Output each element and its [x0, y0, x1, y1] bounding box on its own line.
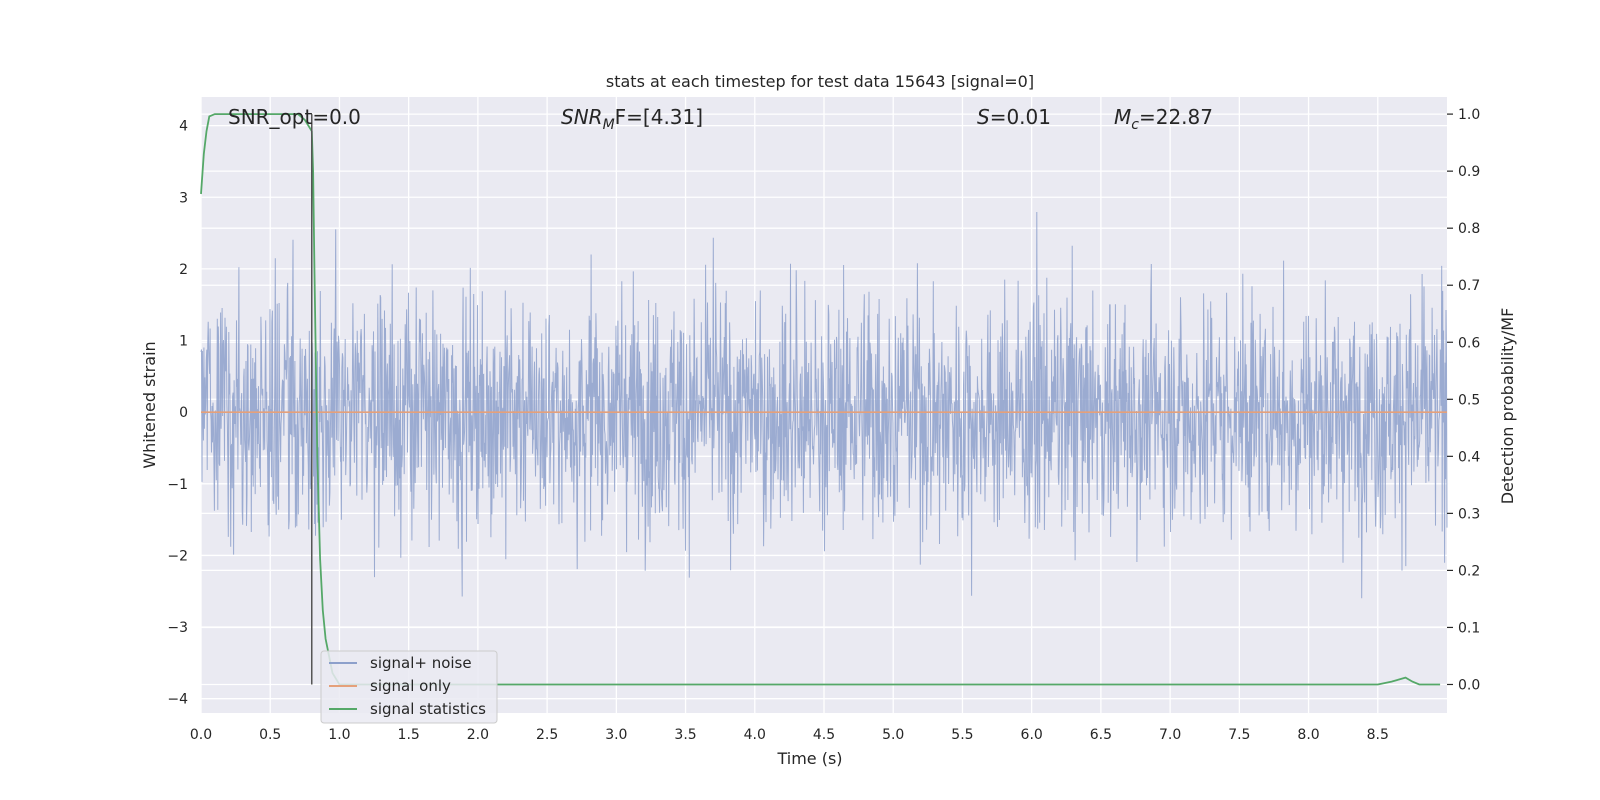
- y-right-tick-label: 0.5: [1458, 392, 1480, 408]
- y-tick-label: −3: [167, 620, 188, 636]
- annotation-s: S=0.01: [977, 105, 1051, 129]
- legend-entry-signal-noise: signal+ noise: [370, 654, 472, 672]
- series-signal-noise: [200, 211, 1448, 599]
- x-tick-label: 8.5: [1367, 727, 1389, 743]
- annotation-mc: Mc=22.87: [1114, 105, 1213, 133]
- x-tick-label: 3.5: [674, 727, 696, 743]
- x-tick-label: 8.0: [1297, 727, 1319, 743]
- y-right-tick-label: 0.8: [1458, 221, 1480, 237]
- x-tick-label: 0.5: [259, 727, 281, 743]
- legend: signal+ noise signal only signal statist…: [320, 650, 498, 724]
- x-tick-label: 2.0: [467, 727, 489, 743]
- annotation-snr-opt: SNR_opt=0.0: [228, 105, 361, 129]
- annotation-s-value: =0.01: [990, 105, 1051, 129]
- annotation-snr-mf: SNRMF=[4.31]: [561, 105, 703, 133]
- x-tick-label: 1.5: [398, 727, 420, 743]
- y-tick-label: 2: [179, 262, 188, 278]
- x-axis-label: Time (s): [776, 749, 842, 768]
- series-signal-statistics: [200, 113, 1441, 686]
- y-tick-label: 3: [179, 190, 188, 206]
- y-axis-ticks: 4 3 2 1 0 −1 −2 −3 −4: [167, 119, 188, 708]
- x-tick-label: 5.0: [882, 727, 904, 743]
- y-right-tick-label: 0.6: [1458, 335, 1480, 351]
- x-tick-label: 0.0: [190, 727, 212, 743]
- y-right-tick-label: 0.9: [1458, 164, 1480, 180]
- annotation-snr-mf-sub: M: [603, 117, 615, 133]
- y-tick-label: −2: [167, 548, 188, 564]
- y-right-axis-label: Detection probability/MF: [1498, 308, 1517, 505]
- x-axis-ticks: 0.0 0.5 1.0 1.5 2.0 2.5 3.0 3.5 4.0 4.5 5.0 5.5 6.0 6…: [190, 727, 1389, 743]
- legend-entry-signal-statistics: signal statistics: [370, 700, 486, 718]
- legend-entry-signal-only: signal only: [370, 677, 451, 695]
- y-tick-label: 4: [179, 119, 188, 135]
- y-axis-label: Whitened strain: [140, 341, 159, 468]
- x-tick-label: 1.0: [328, 727, 350, 743]
- x-tick-label: 6.5: [1090, 727, 1112, 743]
- y-right-tick-label: 0.2: [1458, 563, 1480, 579]
- y-right-tick-label: 0.0: [1458, 677, 1480, 693]
- x-tick-label: 3.0: [605, 727, 627, 743]
- y-right-tick-label: 0.7: [1458, 278, 1480, 294]
- annotation-mc-sub: c: [1131, 117, 1139, 133]
- x-tick-label: 7.5: [1228, 727, 1250, 743]
- annotation-s-var: S: [977, 105, 990, 129]
- y-right-tick-label: 1.0: [1458, 107, 1480, 123]
- x-tick-label: 2.5: [536, 727, 558, 743]
- y-right-tick-label: 0.1: [1458, 620, 1480, 636]
- y-tick-label: −1: [167, 477, 188, 493]
- x-tick-label: 4.5: [813, 727, 835, 743]
- x-tick-label: 5.5: [951, 727, 973, 743]
- annotation-snr-mf-base: SNR: [561, 105, 603, 129]
- x-tick-label: 6.0: [1021, 727, 1043, 743]
- x-tick-label: 4.0: [744, 727, 766, 743]
- series-line-signal-statistics: [200, 113, 1441, 686]
- annotation-mc-var: M: [1114, 105, 1131, 129]
- y-right-tick-label: 0.3: [1458, 506, 1480, 522]
- x-tick-label: 7.0: [1159, 727, 1181, 743]
- annotation-snr-mf-rest: F=[4.31]: [615, 105, 703, 129]
- series-line-signal-noise: [200, 211, 1448, 599]
- y-right-axis-ticks: 1.0 0.9 0.8 0.7 0.6 0.5 0.4 0.3 0.2 0.1 0.0: [1447, 107, 1480, 693]
- y-tick-label: 1: [179, 334, 188, 350]
- annotation-mc-value: =22.87: [1139, 105, 1213, 129]
- y-tick-label: 0: [179, 405, 188, 421]
- y-right-tick-label: 0.4: [1458, 449, 1480, 465]
- chart-title: stats at each timestep for test data 156…: [606, 72, 1034, 91]
- y-tick-label: −4: [167, 692, 188, 708]
